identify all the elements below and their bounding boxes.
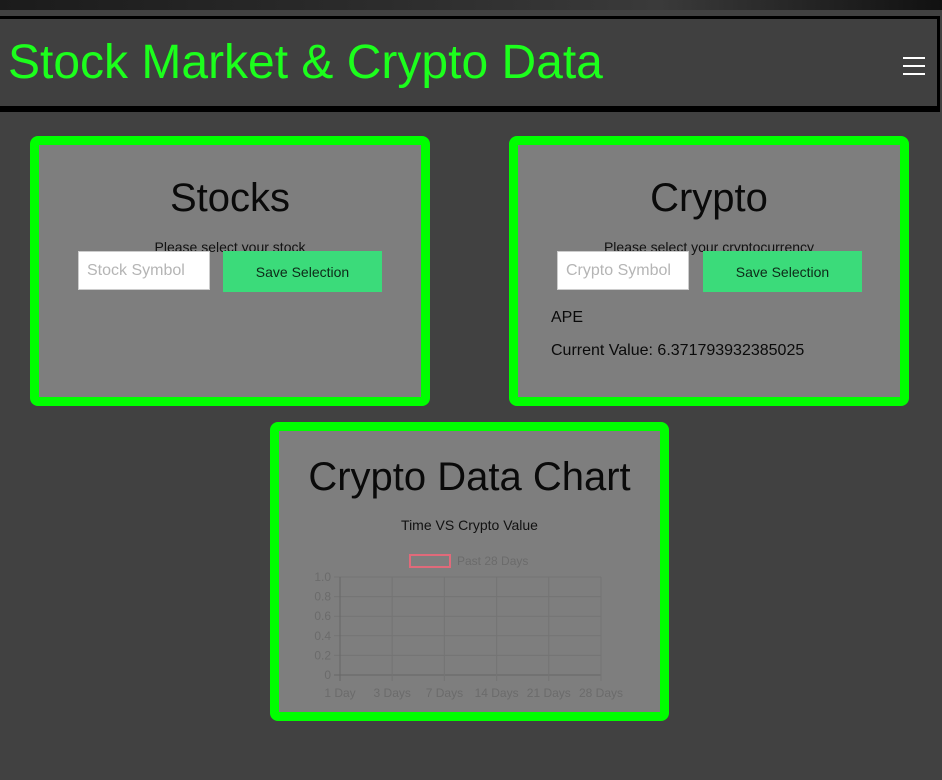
- x-tick-label: 1 Day: [324, 686, 355, 700]
- stocks-card: Stocks Please select your stock Save Sel…: [30, 136, 430, 406]
- app-header: Stock Market & Crypto Data: [0, 16, 940, 112]
- x-tick-label: 28 Days: [579, 686, 623, 700]
- top-strip: [0, 0, 942, 10]
- y-tick-label: 0.8: [314, 590, 331, 604]
- y-axis-ticks: 0 0.2 0.4 0.6 0.8 1.0: [314, 570, 331, 682]
- y-tick-label: 0.2: [314, 648, 331, 662]
- y-tick-label: 0: [324, 668, 331, 682]
- stocks-title: Stocks: [169, 176, 291, 220]
- page-title: Stock Market & Crypto Data: [8, 36, 603, 89]
- chart-grid: [334, 576, 602, 681]
- crypto-current-value: Current Value: 6.371793932385025: [551, 342, 805, 359]
- chart-subtitle: Time VS Crypto Value: [401, 517, 538, 533]
- crypto-symbol-text: APE: [551, 309, 584, 326]
- stock-symbol-input[interactable]: [78, 251, 210, 290]
- y-tick-label: 0.4: [314, 629, 331, 643]
- hamburger-menu-icon[interactable]: [903, 57, 925, 75]
- x-tick-label: 21 Days: [527, 686, 571, 700]
- save-crypto-button[interactable]: Save Selection: [703, 251, 862, 292]
- crypto-symbol-input[interactable]: [557, 251, 689, 290]
- chart-card-title: Crypto Data Chart: [308, 455, 631, 499]
- x-tick-label: 3 Days: [374, 686, 411, 700]
- crypto-chart-card: Crypto Data Chart Time VS Crypto Value P…: [270, 422, 669, 721]
- y-tick-label: 1.0: [314, 570, 331, 584]
- legend-swatch[interactable]: [409, 554, 451, 568]
- x-tick-label: 7 Days: [426, 686, 463, 700]
- crypto-line-chart: Past 28 Days 0 0.2 0.4 0.6 0.8 1.0 1 Day 3 Day…: [314, 554, 623, 700]
- save-stock-button[interactable]: Save Selection: [223, 251, 382, 292]
- x-axis-ticks: 1 Day 3 Days 7 Days 14 Days 21 Days 28 Days: [324, 686, 623, 700]
- legend-label: Past 28 Days: [457, 554, 528, 568]
- y-tick-label: 0.6: [314, 609, 331, 623]
- crypto-card: Crypto Please select your cryptocurrency…: [509, 136, 909, 406]
- x-tick-label: 14 Days: [475, 686, 519, 700]
- crypto-title: Crypto: [650, 176, 768, 220]
